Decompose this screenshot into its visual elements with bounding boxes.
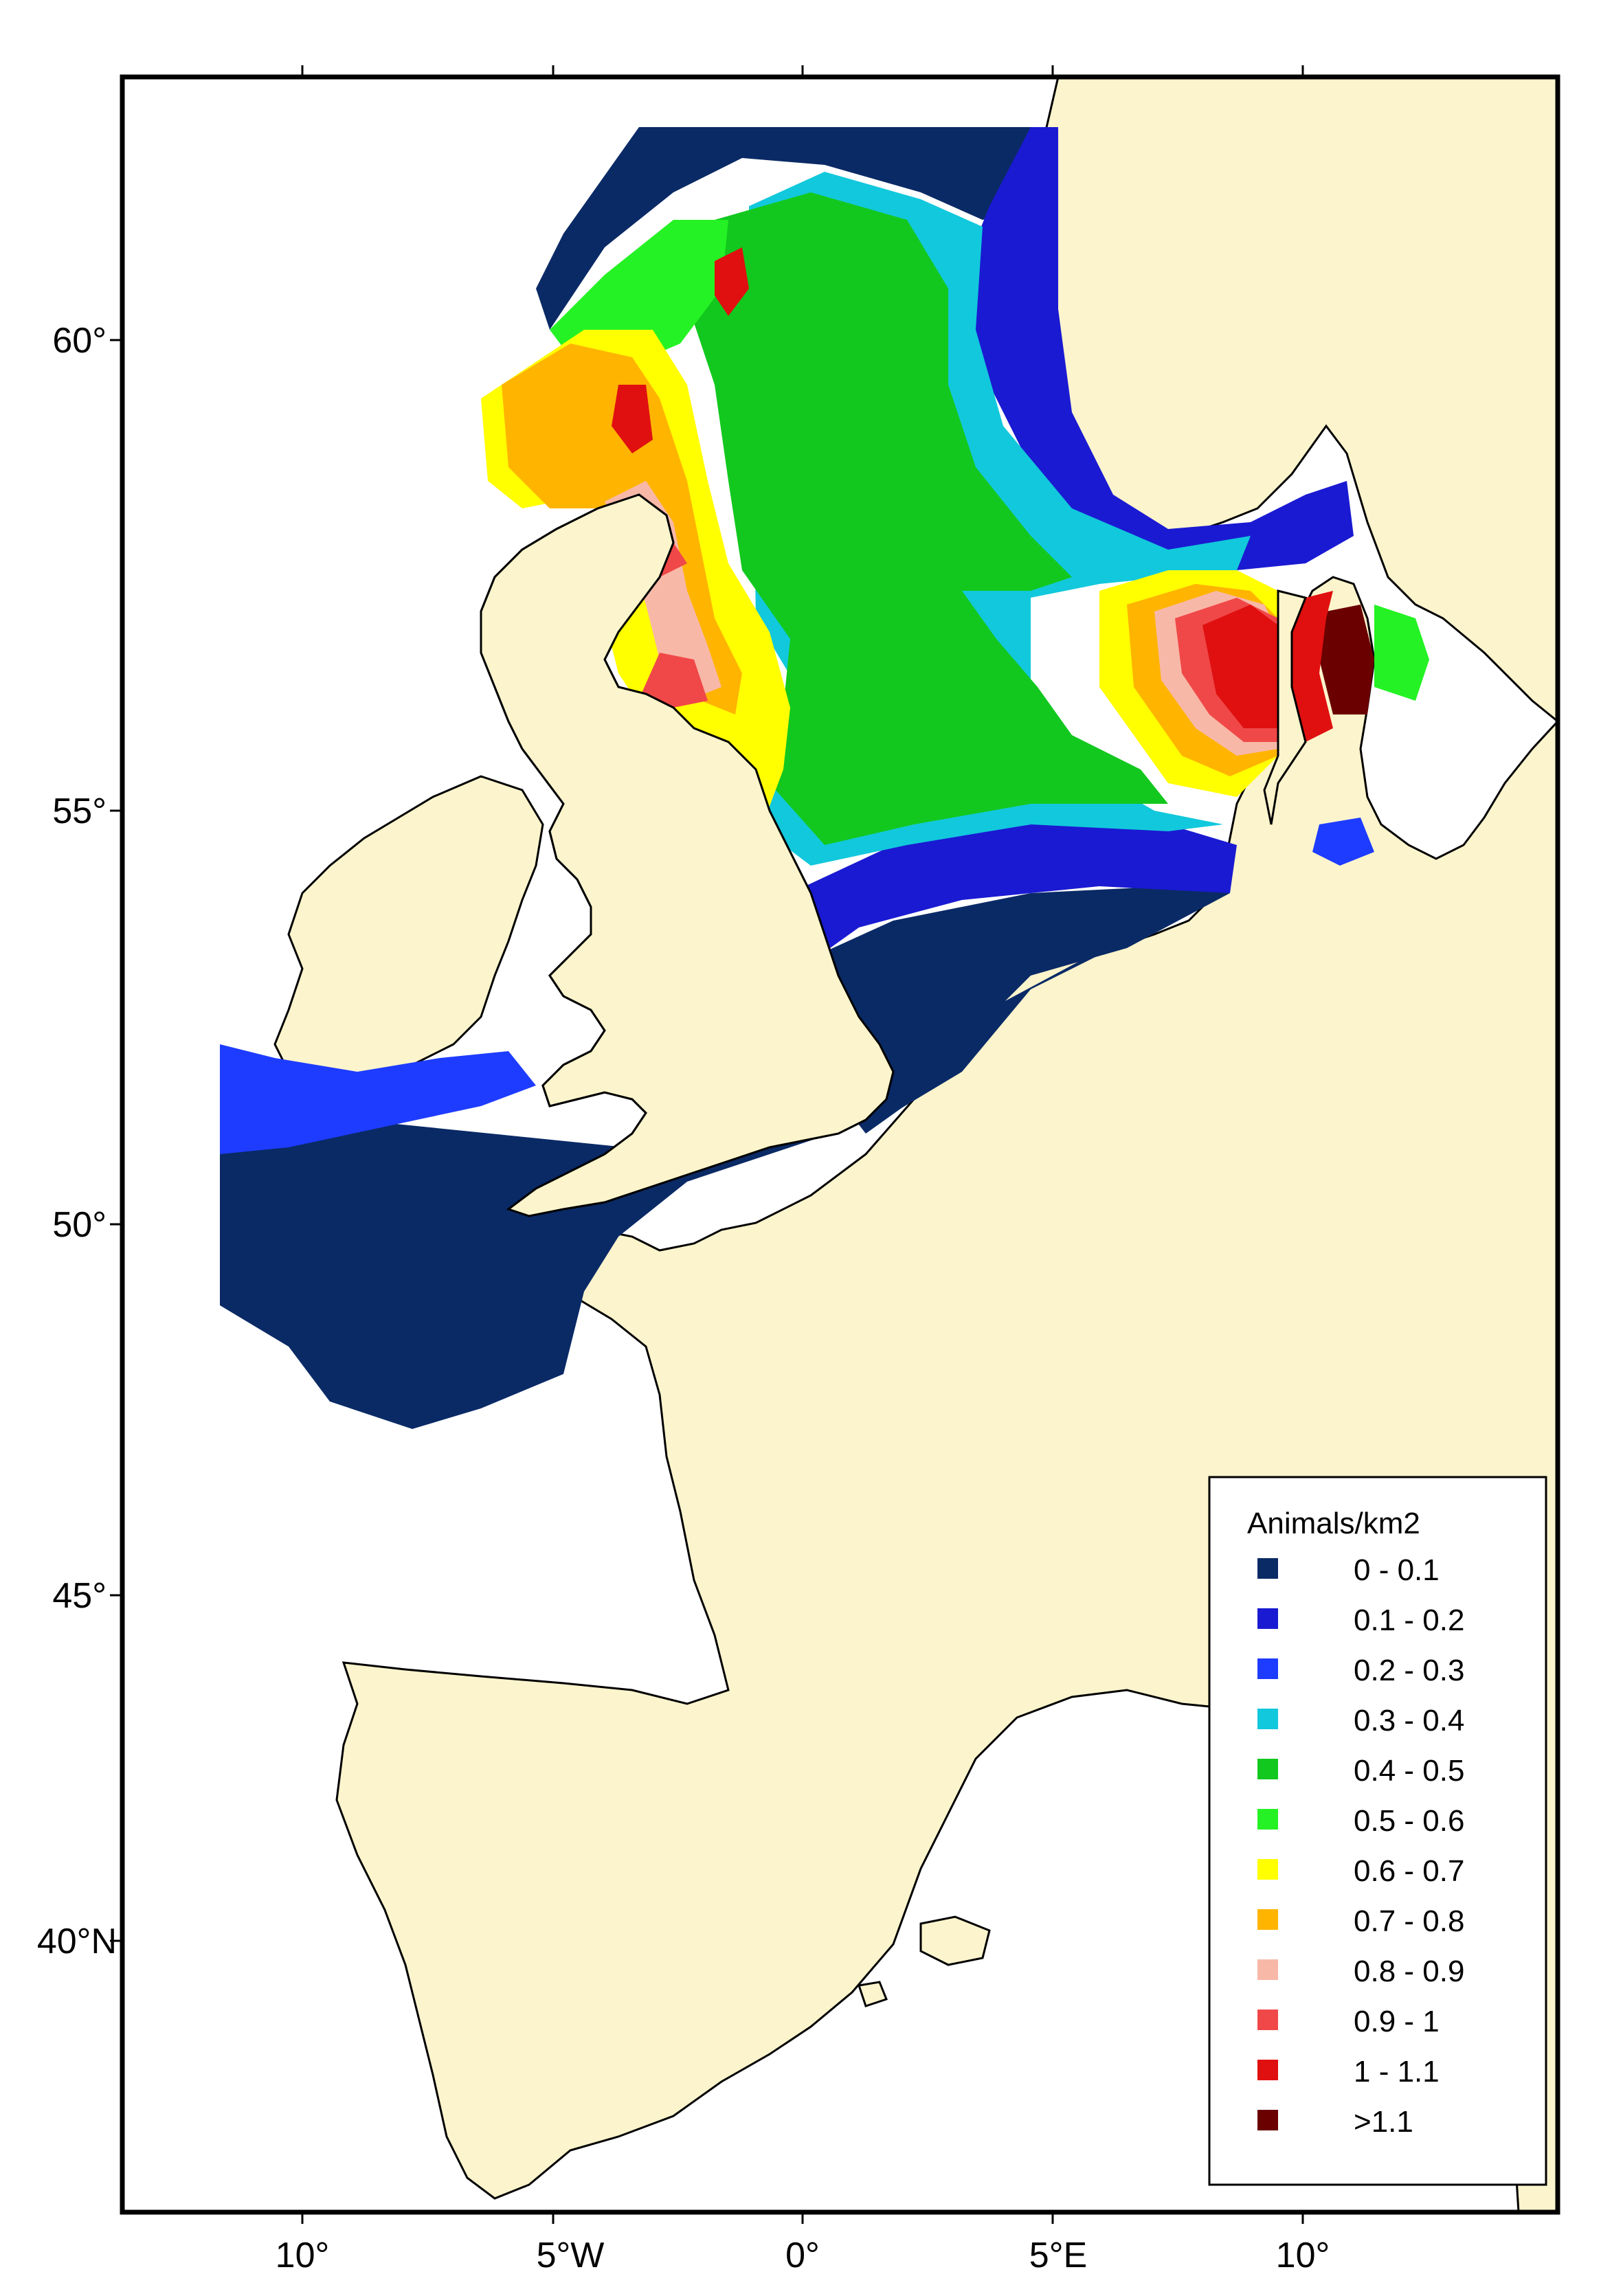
lon-label-10e: 10° <box>1276 2236 1330 2275</box>
legend-swatch <box>1257 1558 1278 1579</box>
legend-swatch <box>1257 2010 1278 2030</box>
legend-label: 1 - 1.1 <box>1354 2055 1440 2089</box>
land-balearics <box>919 1915 991 1966</box>
land-ibiza <box>858 1981 888 2007</box>
land-layer <box>273 76 1559 2214</box>
lat-label-40N: 40°N <box>37 1922 117 1961</box>
legend-swatch <box>1257 1608 1278 1629</box>
legend-swatch <box>1257 1709 1278 1729</box>
legend-label: 0.5 - 0.6 <box>1354 1804 1464 1838</box>
legend-label: 0.6 - 0.7 <box>1354 1854 1464 1888</box>
longitude-labels: 10° 5°W 0° 5°E 10° <box>276 2236 1330 2275</box>
legend-label: 0.8 - 0.9 <box>1354 1955 1464 1988</box>
lon-label-10w: 10° <box>276 2236 330 2275</box>
legend-swatch <box>1257 2060 1278 2080</box>
density-1-1.1-denmark <box>1202 605 1278 728</box>
legend-label: 0.3 - 0.4 <box>1354 1704 1464 1737</box>
latitude-labels: 60° 55° 50° 45° 40°N <box>37 321 117 1961</box>
lat-label-45: 45° <box>52 1576 107 1616</box>
lon-label-5e: 5°E <box>1029 2236 1087 2275</box>
density-0.4-0.5-main <box>687 192 1168 845</box>
density-0.1-0.2-skagerrak <box>962 127 1354 577</box>
legend-label: 0.9 - 1 <box>1354 2005 1440 2038</box>
land-great-britain-top <box>480 493 895 1217</box>
legend-swatch <box>1257 1859 1278 1880</box>
legend-label: 0 - 0.1 <box>1354 1553 1440 1587</box>
density-0.5-0.6-kattegat <box>1374 605 1429 701</box>
legend-title: Animals/km2 <box>1247 1507 1420 1540</box>
density-0.1-0.3-celtic <box>220 1044 536 1154</box>
density-0.9-1-orkney <box>612 385 653 453</box>
lon-label-5w: 5°W <box>537 2236 605 2275</box>
legend-swatch <box>1257 1759 1278 1779</box>
lat-label-50: 50° <box>52 1205 107 1245</box>
legend-label: 0.1 - 0.2 <box>1354 1603 1464 1637</box>
density-0.2-0.3-baltic <box>1312 818 1374 866</box>
legend-swatch <box>1257 1809 1278 1830</box>
density-0-0.1-north <box>536 127 1031 330</box>
legend-label: >1.1 <box>1354 2105 1413 2139</box>
legend-label: 0.4 - 0.5 <box>1354 1754 1464 1788</box>
density-0.9-1-shetland <box>715 247 749 316</box>
axis-ticks <box>110 65 1304 2224</box>
land-denmark <box>1263 589 1308 825</box>
legend-label: 0.2 - 0.3 <box>1354 1654 1464 1687</box>
density-0.1-0.3-south <box>790 824 1237 962</box>
legend-swatch <box>1257 1909 1278 1930</box>
legend-swatch <box>1257 1959 1278 1980</box>
lat-label-55: 55° <box>52 791 107 831</box>
density-0-0.1-south-north-sea <box>811 886 1230 1134</box>
legend-items: 0 - 0.1 0.1 - 0.2 0.2 - 0.3 0.3 - 0.4 0.4 - … <box>1257 1553 1464 2139</box>
legend: Animals/km2 0 - 0.1 0.1 - 0.2 0.2 - 0.3 0.3… <box>1208 1476 1547 2186</box>
map-frame <box>120 74 1560 2215</box>
lon-label-0: 0° <box>785 2236 820 2275</box>
density-over-1.1-kattegat <box>1319 605 1374 714</box>
lat-label-60: 60° <box>52 321 107 361</box>
legend-swatch <box>1257 1658 1278 1679</box>
legend-label: 0.7 - 0.8 <box>1354 1904 1464 1938</box>
legend-swatch <box>1257 2110 1278 2130</box>
density-1-1.1-kattegat <box>1292 591 1333 742</box>
